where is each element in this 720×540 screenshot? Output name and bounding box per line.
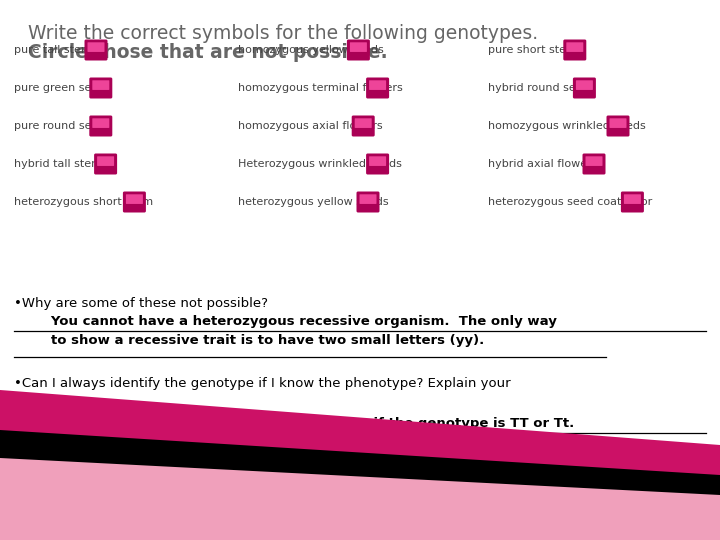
Text: pure short stems: pure short stems (488, 45, 582, 55)
FancyBboxPatch shape (97, 156, 114, 166)
FancyBboxPatch shape (610, 118, 626, 128)
Text: Write the correct symbols for the following genotypes.: Write the correct symbols for the follow… (28, 24, 538, 43)
Polygon shape (0, 458, 720, 540)
FancyBboxPatch shape (94, 153, 117, 174)
FancyBboxPatch shape (351, 116, 374, 137)
FancyBboxPatch shape (366, 78, 389, 98)
Text: pure tall stems: pure tall stems (14, 45, 97, 55)
FancyBboxPatch shape (92, 118, 109, 128)
FancyBboxPatch shape (88, 42, 104, 52)
FancyBboxPatch shape (126, 194, 143, 204)
Polygon shape (0, 430, 720, 540)
Text: homozygous terminal flowers: homozygous terminal flowers (238, 83, 402, 93)
FancyBboxPatch shape (355, 118, 372, 128)
Text: Circle those that are not possible.: Circle those that are not possible. (28, 43, 387, 62)
Polygon shape (0, 390, 720, 540)
FancyBboxPatch shape (359, 194, 377, 204)
Text: homozygous wrinkled seeds: homozygous wrinkled seeds (488, 121, 646, 131)
Text: pure round seeds: pure round seeds (14, 121, 112, 131)
Text: hybrid tall stems: hybrid tall stems (14, 159, 108, 169)
FancyBboxPatch shape (624, 194, 641, 204)
Text: pure green seeds: pure green seeds (14, 83, 111, 93)
FancyBboxPatch shape (573, 78, 596, 98)
FancyBboxPatch shape (567, 42, 583, 52)
FancyBboxPatch shape (366, 153, 389, 174)
FancyBboxPatch shape (92, 80, 109, 90)
FancyBboxPatch shape (563, 39, 586, 60)
FancyBboxPatch shape (89, 78, 112, 98)
FancyBboxPatch shape (350, 42, 367, 52)
FancyBboxPatch shape (369, 156, 386, 166)
FancyBboxPatch shape (582, 153, 606, 174)
Text: •Why are some of these not possible?: •Why are some of these not possible? (14, 297, 268, 310)
FancyBboxPatch shape (123, 192, 146, 213)
Text: hybrid round seeds: hybrid round seeds (488, 83, 595, 93)
FancyBboxPatch shape (585, 156, 603, 166)
Text: homozygous axial flowers: homozygous axial flowers (238, 121, 382, 131)
Text: No, If you know a plant is tall you don’t know if the genotype is TT or Tt.: No, If you know a plant is tall you don’… (14, 417, 575, 430)
FancyBboxPatch shape (356, 192, 379, 213)
FancyBboxPatch shape (621, 192, 644, 213)
Text: •Can I always identify the genotype if I know the phenotype? Explain your
answer: •Can I always identify the genotype if I… (14, 377, 510, 408)
Text: heterozygous seed coat color: heterozygous seed coat color (488, 197, 652, 207)
FancyBboxPatch shape (369, 80, 386, 90)
Text: homozygous yellow seeds: homozygous yellow seeds (238, 45, 384, 55)
Text: heterozygous yellow seeds: heterozygous yellow seeds (238, 197, 389, 207)
Text: heterozygous short stem: heterozygous short stem (14, 197, 153, 207)
Text: Heterozygous wrinkled seeds: Heterozygous wrinkled seeds (238, 159, 402, 169)
Text: hybrid axial flowers: hybrid axial flowers (488, 159, 598, 169)
FancyBboxPatch shape (347, 39, 370, 60)
Text: You cannot have a heterozygous recessive organism.  The only way
        to show: You cannot have a heterozygous recessive… (14, 315, 557, 347)
FancyBboxPatch shape (606, 116, 629, 137)
FancyBboxPatch shape (576, 80, 593, 90)
FancyBboxPatch shape (84, 39, 107, 60)
FancyBboxPatch shape (89, 116, 112, 137)
